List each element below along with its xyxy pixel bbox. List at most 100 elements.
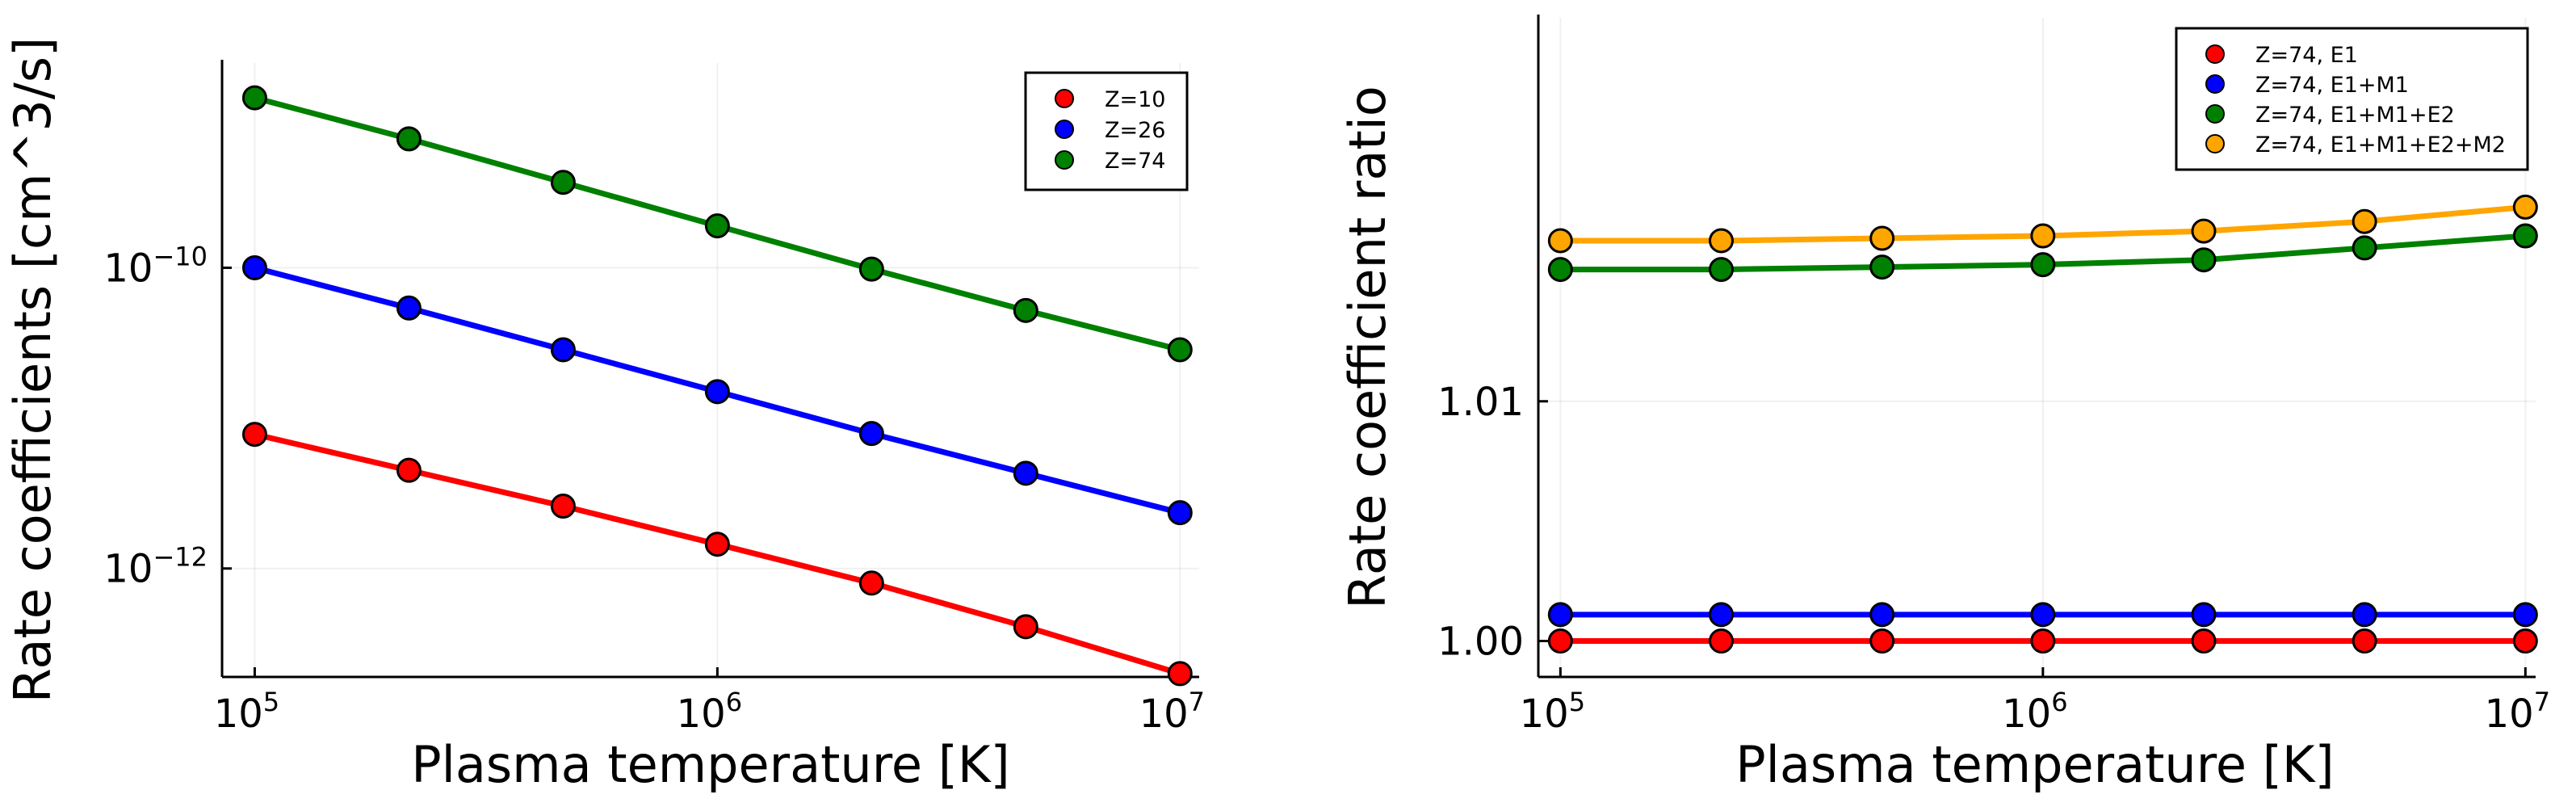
x-tick-label: 106 bbox=[2002, 687, 2067, 737]
x-tick-label-exponent: 6 bbox=[726, 687, 742, 717]
data-point bbox=[1869, 628, 1895, 654]
data-point bbox=[2512, 223, 2538, 249]
x-tick-label-exponent: 5 bbox=[1569, 687, 1585, 717]
data-point bbox=[1547, 602, 1573, 628]
data-point bbox=[704, 532, 730, 557]
y-axis-title: Rate coefficients [cm^3/s] bbox=[3, 37, 62, 704]
data-point bbox=[1869, 602, 1895, 628]
data-point bbox=[1547, 228, 1573, 254]
legend-marker bbox=[2205, 104, 2225, 124]
data-point bbox=[1013, 614, 1038, 640]
y-tick-label-exponent: −10 bbox=[153, 241, 208, 271]
legend-marker bbox=[1055, 120, 1074, 139]
x-tick-label-base: 10 bbox=[214, 691, 263, 737]
x-tick-label: 106 bbox=[677, 687, 742, 737]
data-point bbox=[2512, 628, 2538, 654]
x-tick-label-exponent: 5 bbox=[263, 687, 279, 717]
x-tick-label-exponent: 7 bbox=[2534, 687, 2550, 717]
data-point bbox=[241, 422, 267, 448]
data-point bbox=[1869, 254, 1895, 280]
data-point bbox=[2030, 602, 2056, 628]
data-point bbox=[2191, 602, 2217, 628]
legend-label: Z=10 bbox=[1105, 87, 1165, 112]
data-point bbox=[858, 570, 884, 596]
x-tick-label: 105 bbox=[214, 687, 279, 737]
data-point bbox=[396, 126, 422, 152]
data-point bbox=[241, 254, 267, 280]
data-point bbox=[1013, 460, 1038, 486]
legend: Z=74, E1 Z=74, E1+M1 Z=74, E1+M1+E2 Z=74, E… bbox=[2175, 27, 2529, 171]
legend-box bbox=[1024, 71, 1189, 191]
data-point bbox=[396, 295, 422, 321]
data-point bbox=[1547, 257, 1573, 283]
legend-box bbox=[2175, 27, 2529, 171]
data-point bbox=[2352, 235, 2377, 261]
data-point bbox=[2030, 252, 2056, 278]
data-point bbox=[858, 256, 884, 282]
data-point bbox=[1167, 337, 1193, 363]
legend-marker bbox=[1055, 89, 1074, 108]
legend-marker bbox=[2205, 134, 2225, 153]
x-tick-label: 107 bbox=[2485, 687, 2550, 737]
data-point bbox=[2352, 208, 2377, 234]
data-point bbox=[2030, 628, 2056, 654]
data-point bbox=[1709, 228, 1735, 254]
data-point bbox=[2512, 194, 2538, 220]
data-point bbox=[2191, 628, 2217, 654]
x-tick-label-exponent: 7 bbox=[1189, 687, 1205, 717]
data-point bbox=[550, 337, 576, 363]
data-point bbox=[1167, 500, 1193, 526]
data-point bbox=[550, 170, 576, 195]
data-point bbox=[241, 85, 267, 111]
y-tick-label: 10−10 bbox=[103, 241, 208, 291]
data-point bbox=[858, 421, 884, 447]
data-point bbox=[2191, 218, 2217, 244]
y-tick-label: 1.01 bbox=[1437, 380, 1524, 425]
data-point bbox=[1869, 225, 1895, 251]
x-axis-title: Plasma temperature [K] bbox=[1735, 735, 2334, 794]
legend-marker bbox=[2205, 44, 2225, 64]
x-tick-label: 105 bbox=[1520, 687, 1585, 737]
legend-marker bbox=[1055, 150, 1074, 170]
legend: Z=10 Z=26 Z=74 bbox=[1024, 71, 1189, 191]
data-point bbox=[2030, 223, 2056, 249]
data-point bbox=[2352, 628, 2377, 654]
data-point bbox=[1709, 628, 1735, 654]
x-tick-label-base: 10 bbox=[1139, 691, 1189, 737]
y-tick-label-exponent: −12 bbox=[153, 542, 208, 573]
data-point bbox=[1547, 628, 1573, 654]
x-tick-label-base: 10 bbox=[1520, 691, 1569, 737]
legend-label: Z=74, E1+M1+E2 bbox=[2255, 103, 2455, 128]
y-tick-label-base: 10 bbox=[103, 547, 153, 592]
y-tick-label-base: 10 bbox=[103, 246, 153, 291]
y-axis-title: Rate coefficient ratio bbox=[1338, 86, 1397, 609]
data-point bbox=[1709, 602, 1735, 628]
x-tick-label-exponent: 6 bbox=[2051, 687, 2067, 717]
x-tick-label-base: 10 bbox=[2002, 691, 2051, 737]
data-point bbox=[704, 213, 730, 239]
legend-label: Z=74, E1+M1+E2+M2 bbox=[2255, 132, 2506, 158]
x-tick-label: 107 bbox=[1139, 687, 1205, 737]
legend-marker bbox=[2205, 74, 2225, 94]
data-point bbox=[1167, 661, 1193, 687]
x-tick-label-base: 10 bbox=[677, 691, 726, 737]
legend-label: Z=74, E1 bbox=[2255, 43, 2358, 68]
legend-label: Z=74 bbox=[1105, 149, 1165, 174]
data-point bbox=[1709, 257, 1735, 283]
legend-label: Z=74, E1+M1 bbox=[2255, 73, 2409, 98]
data-point bbox=[704, 379, 730, 405]
x-axis-title: Plasma temperature [K] bbox=[411, 735, 1009, 794]
y-tick-label: 1.00 bbox=[1437, 619, 1524, 664]
data-point bbox=[2191, 247, 2217, 273]
data-point bbox=[2512, 602, 2538, 628]
legend-label: Z=26 bbox=[1105, 118, 1165, 143]
data-point bbox=[550, 494, 576, 519]
data-point bbox=[1013, 297, 1038, 323]
data-point bbox=[2352, 602, 2377, 628]
y-tick-label: 10−12 bbox=[103, 542, 208, 592]
data-point bbox=[396, 457, 422, 483]
x-tick-label-base: 10 bbox=[2485, 691, 2534, 737]
